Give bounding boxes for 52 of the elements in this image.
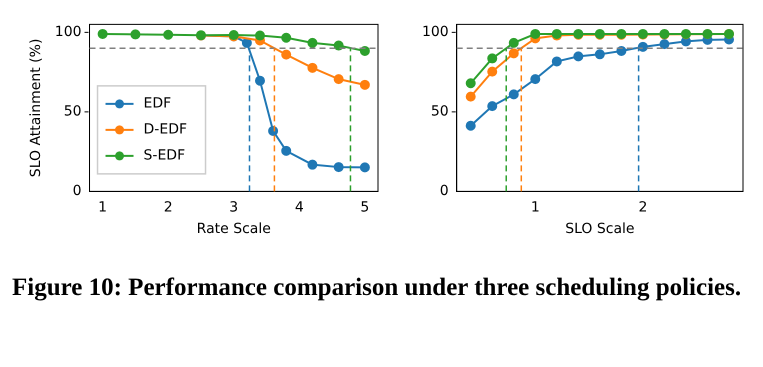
y-axis-title: SLO Attainment (%) <box>28 38 44 178</box>
x-tick-label: 2 <box>638 199 648 216</box>
point <box>334 40 344 51</box>
point <box>487 101 498 112</box>
point <box>466 78 476 88</box>
legend-label: EDF <box>144 96 172 112</box>
point <box>487 53 498 64</box>
legend-label: D-EDF <box>144 122 188 138</box>
point <box>242 38 252 48</box>
x-axis-title: Rate Scale <box>196 221 271 238</box>
point <box>307 62 318 73</box>
point <box>659 39 670 50</box>
y-tick-label: 100 <box>422 24 449 40</box>
caption: Figure 10: Performance comparison under three scheduling policies. <box>11 273 742 303</box>
point <box>530 28 540 39</box>
point <box>281 146 292 156</box>
point <box>594 49 605 60</box>
point <box>281 32 292 43</box>
point <box>508 38 519 48</box>
x-axis-title: SLO Scale <box>565 221 635 238</box>
point <box>98 28 108 39</box>
point <box>130 29 140 40</box>
x-tick-label: 4 <box>294 199 304 216</box>
x-tick-label: 2 <box>164 199 173 216</box>
point <box>508 89 519 100</box>
point <box>573 51 584 62</box>
y-tick-label: 0 <box>72 183 82 200</box>
point <box>334 74 344 84</box>
point <box>530 74 540 84</box>
point <box>281 50 292 60</box>
point <box>466 92 476 102</box>
point <box>254 76 265 86</box>
point <box>307 38 318 48</box>
point <box>360 162 370 172</box>
point <box>307 160 318 170</box>
x-tick-label: 3 <box>229 199 238 216</box>
point <box>334 162 344 172</box>
y-tick-label: 0 <box>440 183 449 200</box>
point <box>360 80 370 90</box>
point <box>254 30 265 41</box>
point <box>487 66 498 77</box>
x-tick-label: 1 <box>98 199 108 216</box>
x-tick-label: 1 <box>530 199 540 216</box>
y-tick-label: 50 <box>64 104 82 120</box>
y-tick-label: 50 <box>430 104 449 120</box>
legend-label: S-EDF <box>144 148 186 164</box>
point <box>552 56 562 66</box>
x-tick-label: 5 <box>360 199 370 216</box>
point <box>466 120 476 131</box>
point <box>163 30 174 40</box>
point <box>508 48 519 58</box>
y-tick-label: 100 <box>54 24 82 40</box>
